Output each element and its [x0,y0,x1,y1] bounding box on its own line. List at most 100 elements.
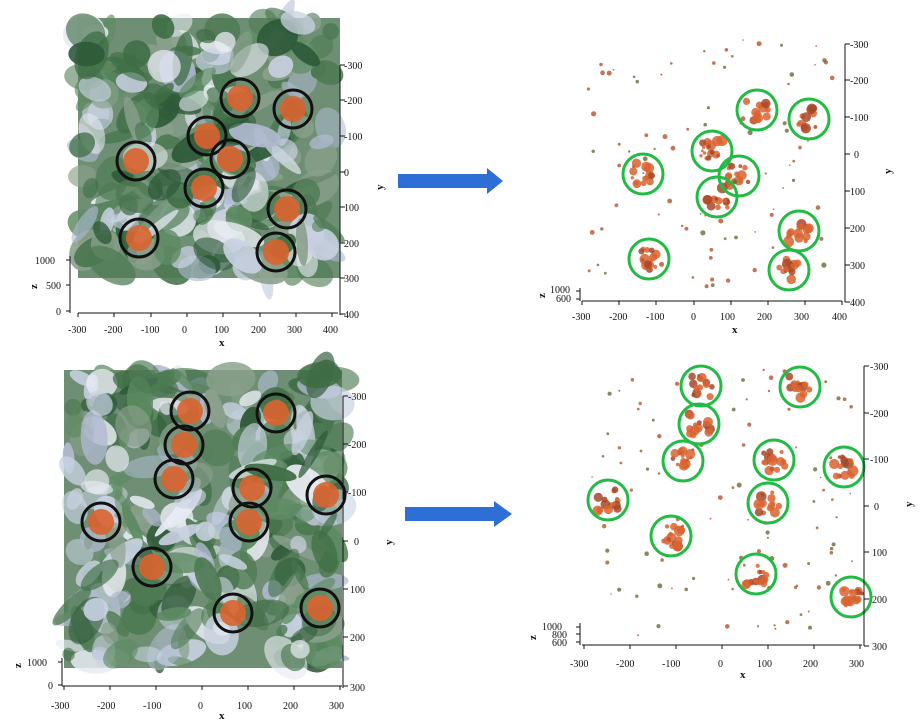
fruit-point [807,103,817,113]
fruit-point [848,458,854,464]
y-tick-label: -300 [348,392,366,403]
y-tick-label: 400 [850,298,865,309]
fruit-point [802,232,811,241]
noise-point [605,560,610,565]
y-axis-label: y [903,501,915,507]
leaf-patch [252,443,302,464]
z-tick-label: 1000 [542,622,562,633]
noise-point [586,87,591,91]
noise-point [742,563,746,567]
fruit-point [806,386,813,393]
x-tick-label: 200 [803,659,818,670]
x-tick-label: 0 [182,325,187,336]
noise-point [782,187,784,189]
noise-point [782,562,788,568]
segmented-fruit-points-bottom-right [591,368,864,637]
fruit-circles-bottom-right [586,364,873,619]
fruit-point [795,392,806,403]
leaf-patch [151,14,175,39]
fruit-point [790,263,794,268]
leaf-patch [196,28,216,44]
fruit [280,96,306,122]
leaf-patch [276,624,288,637]
x-axis-label: x [732,324,738,336]
noise-point [815,526,819,530]
leaf-patch [239,390,262,407]
y-tick-label: 300 [350,683,365,694]
y-tick-label: -300 [850,40,868,51]
noise-point [725,278,731,283]
noise-point [640,258,645,262]
noise-point [807,610,810,613]
fruit-point [664,524,670,529]
fruit-point [761,570,766,575]
leaf-patch [129,495,155,509]
x-tick-label: 200 [283,701,298,712]
noise-point [686,127,690,131]
fruit-point [755,563,760,568]
fruit [191,175,217,201]
noise-point [638,401,642,406]
fruit-point [593,492,603,502]
noise-point [792,159,796,163]
fruit-point [670,448,680,458]
fruit-circle [679,364,723,408]
fruit-circle [690,129,734,173]
noise-point [703,50,706,53]
noise-point [723,65,727,69]
noise-point [764,172,767,175]
panel-top-right: -300 -200 -100 0 100 200 300 400 y -300 … [536,39,894,336]
leaf-patch [214,31,236,53]
noise-point [700,230,706,236]
noise-point [605,548,610,553]
noise-point [849,405,853,409]
noise-point [798,145,802,150]
noise-point [644,133,649,138]
leaf-patch [62,490,88,525]
fruit [161,466,187,492]
noise-point [602,524,607,529]
noise-point [829,551,834,555]
fruit-point [725,205,730,210]
leaf-patch [171,368,194,391]
noise-point [725,624,730,629]
y-tick-labels: -300 -200 -100 0 100 200 300 400 [850,40,868,309]
noise-point [618,389,621,392]
z-tick-label: 1000 [27,658,47,669]
fruit-point [750,116,756,123]
noise-point [637,634,639,637]
fruit-point [688,372,696,381]
fruit-point [762,112,771,121]
leaf-patch [130,576,161,607]
fruit-point [641,161,652,172]
y-tick-label: -200 [348,440,366,451]
leaf-patch [174,488,207,509]
fruit-point [630,176,634,180]
fruit-point [758,499,767,508]
noise-point [701,149,704,153]
noise-point [692,576,696,581]
noise-point [630,378,635,382]
y-tick-labels: -300 -200 -100 0 100 200 300 [348,392,366,694]
noise-point [731,55,734,58]
fruit-point [672,541,683,552]
panel-bottom-right: -300 -200 -100 0 100 200 300 y -300 -200… [527,362,915,681]
leaf-patch [93,221,112,245]
noise-point [812,500,816,503]
noise-point [816,585,822,590]
fruit-point [776,264,783,271]
z-axis-label: z [12,663,24,668]
fruit-point [638,248,645,255]
x-tick-label: -300 [68,325,86,336]
leaf-patch [105,445,130,472]
noise-point [825,580,831,586]
x-tick-label: -200 [97,701,115,712]
leaf-patch [151,552,205,574]
noise-point [782,121,787,126]
leaf-patch [156,607,192,621]
noise-point [772,208,775,211]
fruit-point [698,391,702,396]
leaf-patch [142,506,163,527]
fruit-point [706,144,712,149]
